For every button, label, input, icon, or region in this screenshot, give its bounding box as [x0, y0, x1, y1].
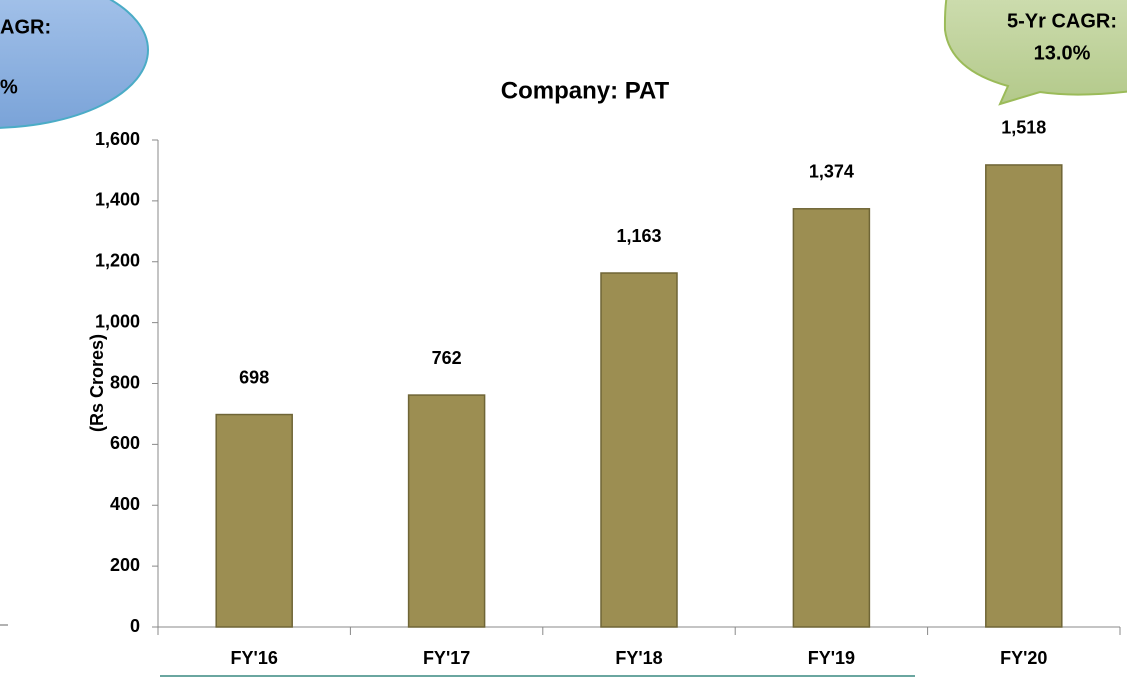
- value-label: 762: [432, 348, 462, 368]
- y-axis-label: (Rs Crores): [87, 334, 107, 432]
- y-tick-label: 1,600: [95, 129, 140, 149]
- chart-title: Company: PAT: [501, 77, 670, 104]
- y-tick-label: 400: [110, 494, 140, 514]
- callout-text: AGR:: [0, 16, 51, 38]
- bar: [792, 208, 871, 628]
- y-tick-label: 1,400: [95, 190, 140, 210]
- bar: [985, 164, 1063, 628]
- callout-text: 13.0%: [1034, 42, 1091, 64]
- x-tick-label: FY'18: [615, 648, 662, 668]
- x-tick-label: FY'16: [231, 648, 278, 668]
- x-tick-label: FY'19: [808, 648, 855, 668]
- x-tick-label: FY'20: [1000, 648, 1047, 668]
- y-tick-label: 0: [130, 616, 140, 636]
- value-label: 1,518: [1001, 118, 1046, 138]
- bar: [215, 413, 293, 628]
- y-tick-label: 600: [110, 433, 140, 453]
- x-tick-label: FY'17: [423, 648, 470, 668]
- callout-text: %: [0, 76, 18, 98]
- bar: [600, 272, 678, 628]
- y-tick-label: 800: [110, 372, 140, 392]
- callout-shape: [943, 0, 1127, 106]
- value-label: 1,374: [809, 162, 854, 182]
- value-label: 698: [239, 367, 269, 387]
- bar: [407, 394, 486, 628]
- y-tick-label: 200: [110, 555, 140, 575]
- y-tick-label: 1,200: [95, 251, 140, 271]
- y-tick-label: 1,000: [95, 311, 140, 331]
- value-label: 1,163: [616, 226, 661, 246]
- callout-text: 5-Yr CAGR:: [1007, 10, 1117, 32]
- callout-shape: [0, 0, 149, 129]
